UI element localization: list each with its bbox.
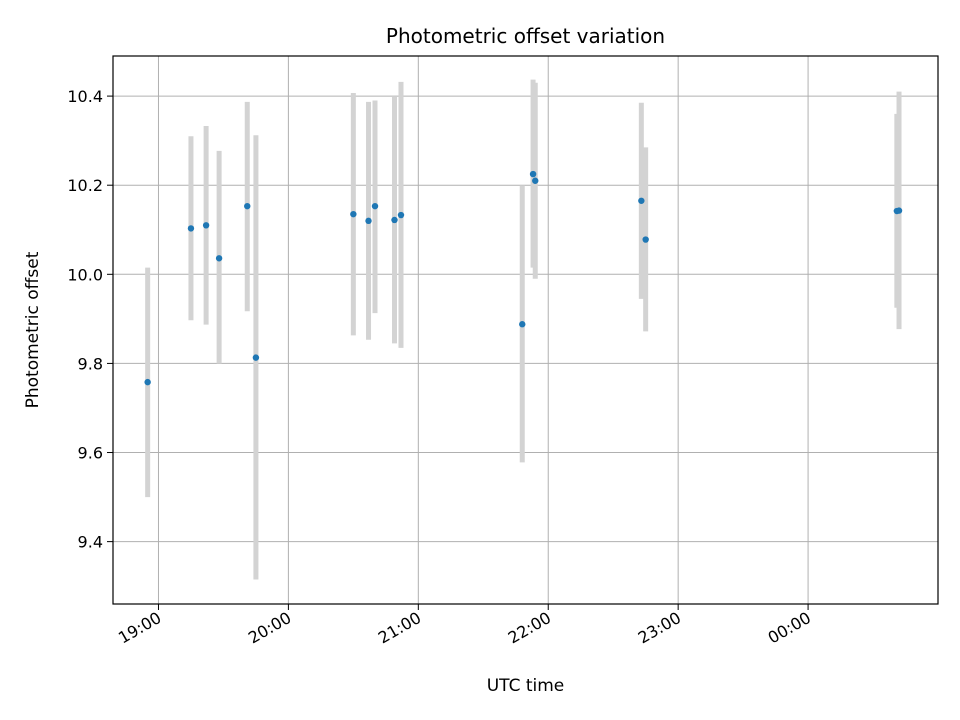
grid	[113, 56, 938, 604]
data-point	[244, 202, 251, 210]
data-point	[391, 216, 398, 224]
data-point	[642, 236, 649, 243]
data-point	[187, 225, 195, 232]
y-tick-label: 9.4	[78, 533, 103, 552]
data-point	[252, 354, 260, 361]
data-point	[144, 378, 151, 386]
data-point	[371, 202, 379, 210]
data-point	[529, 170, 537, 178]
y-tick-label: 10.0	[67, 265, 103, 284]
data-point	[365, 217, 372, 225]
y-axis-label: Photometric offset	[23, 251, 43, 408]
y-tick-label: 9.6	[78, 444, 103, 463]
chart-title: Photometric offset variation	[386, 24, 665, 48]
data-point	[202, 222, 210, 229]
data-points	[144, 170, 903, 386]
data-point	[638, 197, 645, 204]
y-tick-label: 9.8	[78, 354, 103, 373]
y-tick-label: 10.2	[67, 176, 103, 195]
data-point	[519, 321, 526, 328]
data-point	[350, 210, 357, 218]
data-point	[532, 177, 539, 184]
x-axis-label: UTC time	[487, 676, 565, 696]
data-point	[397, 211, 405, 219]
data-point	[215, 255, 223, 262]
y-tick-label: 10.4	[67, 87, 103, 106]
plot-area-frame	[112, 55, 939, 605]
data-point	[895, 207, 903, 214]
